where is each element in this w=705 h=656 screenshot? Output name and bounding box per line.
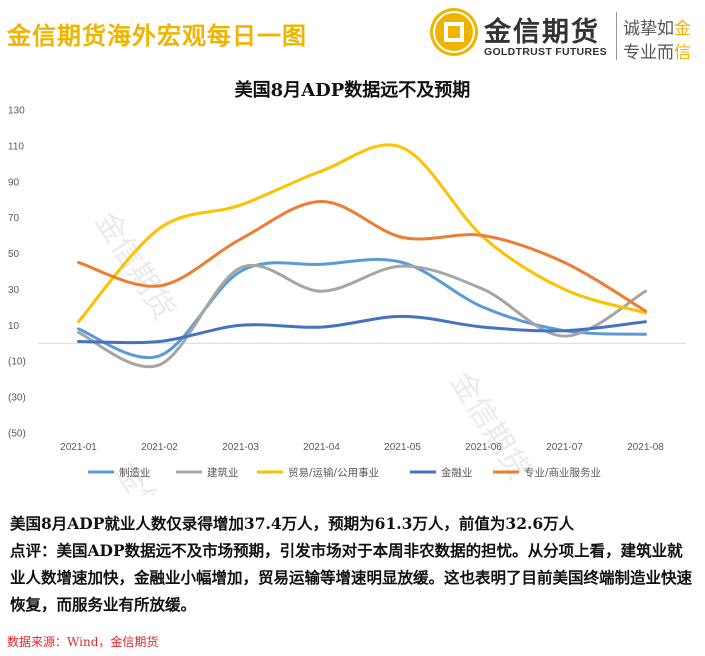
line-chart: 金信期货金信期货金信期货 (50)(30)(10)103050709011013… [8,106,686,495]
y-tick-label: (10) [8,357,26,368]
x-tick-label: 2021-03 [222,442,259,453]
slogan-line-1: 诚挚如金 [623,19,691,39]
header-title: 金信期货海外宏观每日一图 [7,21,307,50]
x-tick-label: 2021-07 [546,442,583,453]
y-tick-label: 10 [8,321,20,332]
legend-label: 金融业 [441,466,473,479]
legend: 制造业 建筑业 贸易/运输/公用事业 金融业 专业/商业服务业 [88,466,601,479]
legend-label: 建筑业 [207,466,239,479]
slogan-line-2: 专业而信 [623,43,691,63]
series-line-3 [77,314,647,345]
coin-logo-icon [430,8,478,56]
comment-line-2: 点评：美国ADP数据远不及市场预期，引发市场对于本周非农数据的担忧。从分项上看，… [10,541,693,614]
y-tick-label: (30) [8,393,26,404]
logo-chinese-name: 金信期货 [484,17,600,48]
series-line-1 [77,263,647,369]
y-tick-label: 70 [8,213,20,224]
y-axis: (50) (30) (10) 10 30 50 70 90 110 130 [8,106,26,440]
series-line-0 [77,257,647,359]
company-logo: 金信期货 GOLDTRUST FUTURES 诚挚如金 专业而信 [428,4,700,64]
y-tick-label: 90 [8,177,20,188]
x-tick-label: 2021-06 [465,442,502,453]
y-tick-label: 130 [8,106,25,117]
commentary: 美国8月ADP就业人数仅录得增加37.4万人，预期为61.3万人，前值为32.6… [10,510,696,618]
logo-divider [616,12,617,60]
x-axis: 2021-01 2021-02 2021-03 2021-04 2021-05 2021-… [60,442,664,453]
y-tick-label: 50 [8,249,20,260]
y-tick-label: (50) [8,429,26,440]
y-tick-label: 110 [8,141,24,152]
comment-line-1: 美国8月ADP就业人数仅录得增加37.4万人，预期为61.3万人，前值为32.6… [10,514,575,533]
series-line-2 [77,143,647,324]
chart-title: 美国8月ADP数据远不及预期 [234,80,471,101]
x-tick-label: 2021-04 [303,442,340,453]
y-tick-label: 30 [8,285,20,296]
legend-label: 制造业 [119,466,151,479]
series-lines [77,143,647,369]
series-line-4 [77,199,647,313]
x-tick-label: 2021-02 [141,442,178,453]
x-tick-label: 2021-01 [60,442,97,453]
legend-label: 专业/商业服务业 [524,466,601,479]
logo-english-name: GOLDTRUST FUTURES [484,46,607,58]
header: 金信期货海外宏观每日一图 金信期货 GOLDTRUST FUTURES 诚挚如金… [0,0,705,68]
legend-label: 贸易/运输/公用事业 [288,466,379,479]
x-tick-label: 2021-08 [627,442,664,453]
x-tick-label: 2021-05 [384,442,421,453]
data-source: 数据来源：Wind，金信期货 [7,635,159,649]
